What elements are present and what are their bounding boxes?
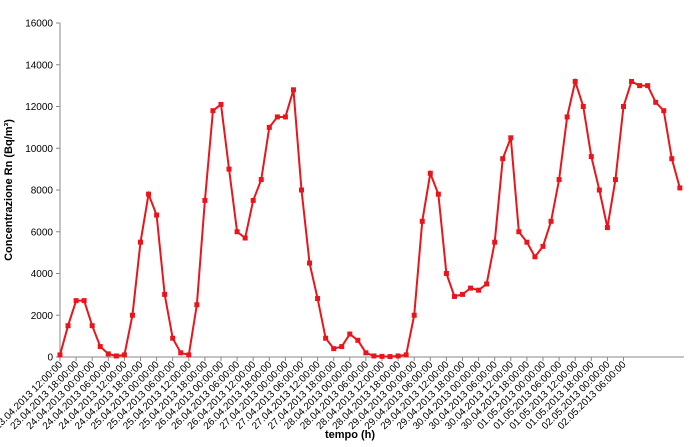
marker <box>645 83 651 89</box>
marker <box>234 229 240 235</box>
marker <box>524 239 530 245</box>
marker <box>476 287 482 293</box>
marker <box>637 83 643 89</box>
marker <box>218 101 224 107</box>
y-axis-label: Concentrazione Rn (Bq/m³) <box>3 119 15 261</box>
marker <box>138 239 143 245</box>
marker <box>355 337 361 343</box>
marker <box>621 104 626 109</box>
marker <box>596 187 602 193</box>
marker <box>274 114 280 120</box>
y-tick-label: 10000 <box>25 144 53 155</box>
marker <box>186 352 192 358</box>
marker <box>162 291 168 297</box>
marker <box>411 312 417 318</box>
marker <box>387 354 393 360</box>
marker <box>105 351 111 357</box>
marker <box>460 291 465 297</box>
marker <box>226 166 232 172</box>
marker <box>548 218 554 224</box>
x-axis-label: tempo (h) <box>325 429 375 441</box>
marker <box>677 185 683 191</box>
marker <box>419 218 425 224</box>
marker <box>661 108 667 114</box>
y-tick-label: 6000 <box>31 227 54 238</box>
marker <box>612 177 618 183</box>
y-tick-label: 2000 <box>31 311 54 322</box>
marker <box>323 335 329 341</box>
marker <box>588 154 594 160</box>
y-tick-label: 12000 <box>25 102 53 113</box>
marker <box>403 352 409 358</box>
marker <box>629 78 635 84</box>
marker <box>363 350 369 356</box>
marker <box>492 239 498 245</box>
marker <box>443 271 449 276</box>
marker <box>580 104 586 109</box>
marker <box>653 99 659 105</box>
marker <box>57 352 63 358</box>
marker <box>508 135 514 141</box>
marker <box>73 298 79 304</box>
marker <box>379 353 385 359</box>
marker <box>170 335 176 341</box>
marker <box>556 177 562 183</box>
y-tick-label: 14000 <box>25 60 53 71</box>
marker <box>307 260 313 266</box>
marker <box>468 285 474 291</box>
marker <box>299 187 304 193</box>
marker <box>89 323 95 329</box>
marker <box>451 293 457 299</box>
marker <box>290 87 296 93</box>
marker <box>121 352 127 358</box>
marker <box>194 302 200 308</box>
marker <box>146 191 152 197</box>
marker <box>81 298 87 304</box>
marker <box>339 344 345 350</box>
marker <box>97 344 103 350</box>
marker <box>371 353 377 359</box>
y-tick-label: 4000 <box>31 269 54 280</box>
marker <box>347 331 353 337</box>
marker <box>395 353 401 359</box>
marker <box>113 353 119 359</box>
marker <box>435 191 441 197</box>
marker <box>564 114 570 120</box>
y-tick-label: 16000 <box>25 19 53 30</box>
marker <box>210 108 216 114</box>
marker <box>572 78 578 84</box>
marker <box>202 197 208 203</box>
marker <box>669 156 675 162</box>
marker <box>282 114 288 120</box>
marker <box>604 225 610 231</box>
y-tick-label: 8000 <box>31 186 54 197</box>
marker <box>484 281 490 287</box>
marker <box>540 243 546 249</box>
marker <box>500 156 506 162</box>
marker <box>266 124 272 130</box>
line <box>59 77 681 358</box>
marker <box>178 350 184 356</box>
marker <box>65 323 71 329</box>
marker <box>516 229 522 235</box>
marker <box>315 296 321 302</box>
marker <box>242 235 248 241</box>
y-tick-label: 0 <box>47 353 53 364</box>
marker <box>427 170 433 176</box>
marker <box>331 346 337 352</box>
marker <box>532 254 538 260</box>
marker <box>250 197 256 203</box>
marker <box>154 212 160 218</box>
marker <box>129 312 135 318</box>
marker <box>258 177 264 183</box>
